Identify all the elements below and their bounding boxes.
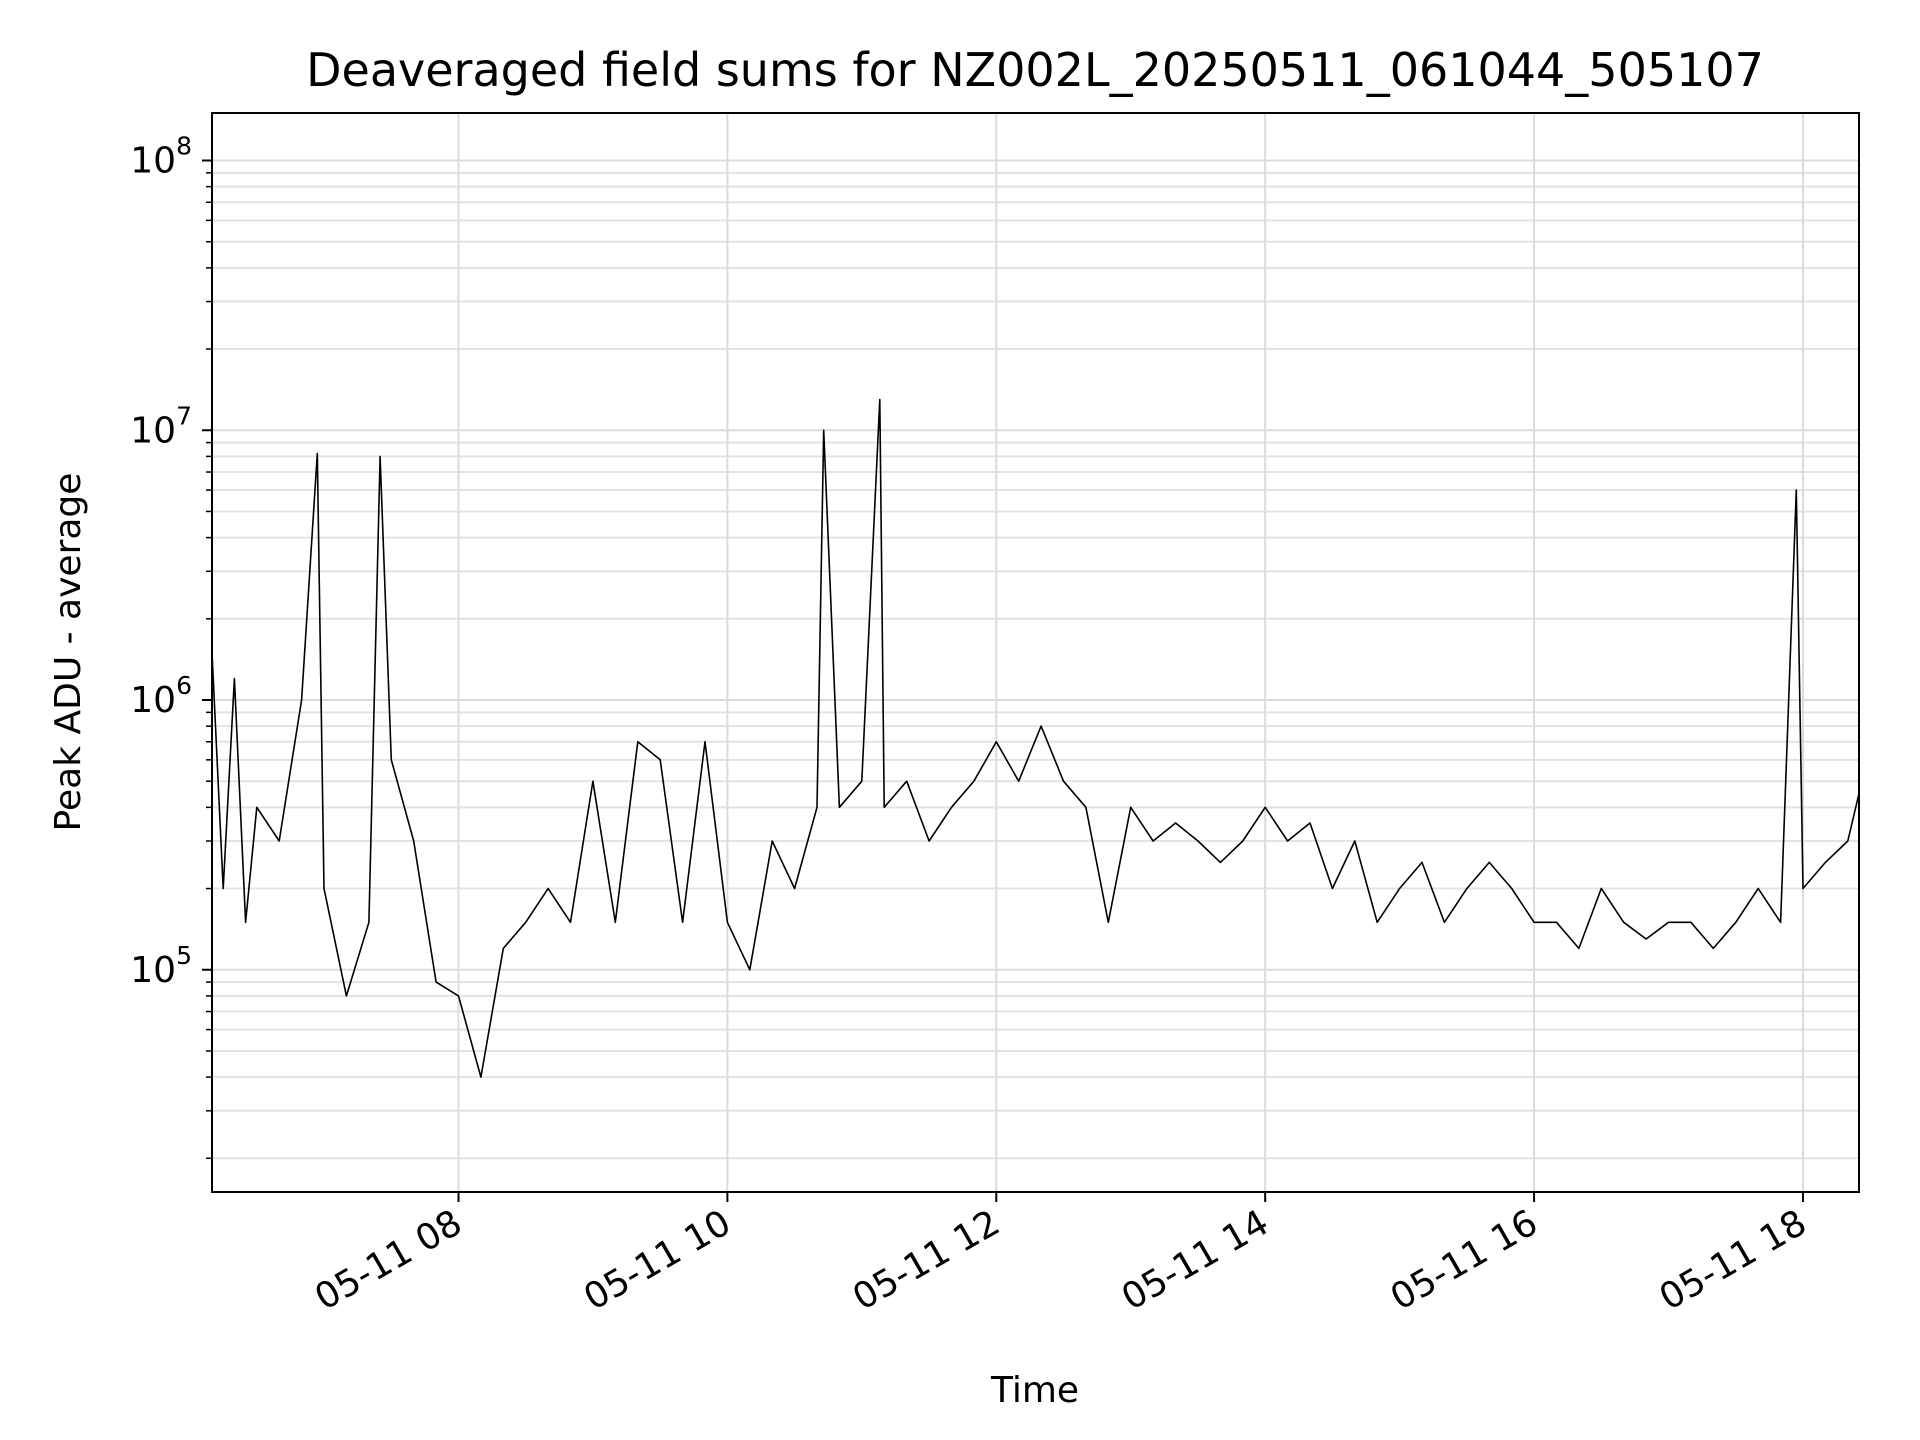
y-tick-label: 108 bbox=[130, 132, 192, 182]
y-tick-label: 105 bbox=[130, 941, 192, 991]
y-tick-label: 106 bbox=[130, 671, 192, 721]
y-axis-label: Peak ADU - average bbox=[48, 473, 89, 832]
x-axis-label: Time bbox=[990, 1370, 1079, 1411]
y-tick-label: 107 bbox=[130, 401, 192, 451]
series-layer bbox=[211, 398, 1860, 1078]
grid bbox=[212, 113, 1859, 1192]
chart-title: Deaveraged field sums for NZ002L_2025051… bbox=[306, 43, 1764, 97]
plot-frame bbox=[211, 112, 1860, 1193]
series-line bbox=[211, 398, 1860, 1078]
y-axis: 105 106 107 108 bbox=[130, 132, 212, 1160]
